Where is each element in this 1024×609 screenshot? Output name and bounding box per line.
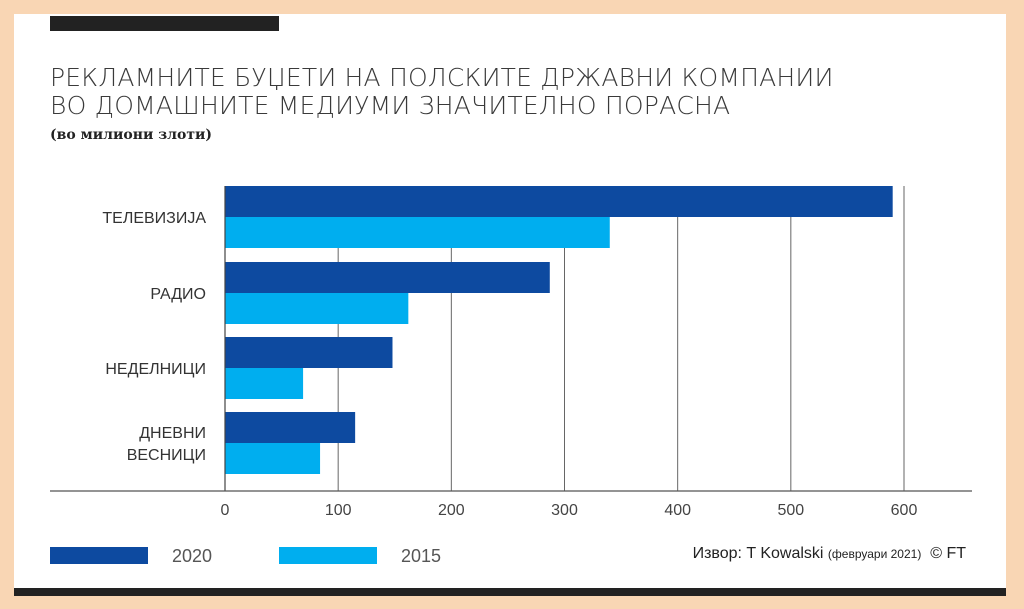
bar-2015 [225, 368, 304, 399]
legend-label-2020: 2020 [172, 546, 213, 566]
chart-subtitle: (во милиони злоти) [50, 127, 213, 143]
bar-2015 [225, 217, 610, 248]
category-label: ВЕСНИЦИ [127, 447, 206, 464]
chart-title: РЕКЛАМНИТЕ БУЏЕТИ НА ПОЛСКИТЕ ДРЖАВНИ КО… [50, 64, 950, 120]
chart-title-line-2: ВО ДОМАШНИТЕ МЕДИУМИ ЗНАЧИТЕЛНО ПОРАСНА [50, 91, 731, 120]
chart-title-line-1: РЕКЛАМНИТЕ БУЏЕТИ НА ПОЛСКИТЕ ДРЖАВНИ КО… [50, 63, 834, 92]
source-note: Извор: T Kowalski (февруари 2021) © FT [693, 545, 966, 563]
x-tick-label: 300 [551, 502, 578, 519]
footer-bar [14, 588, 1006, 596]
x-tick-label: 200 [438, 502, 465, 519]
x-tick-label: 400 [664, 502, 691, 519]
x-tick-label: 600 [891, 502, 918, 519]
category-label: НЕДЕЛНИЦИ [105, 361, 206, 378]
x-tick-label: 0 [221, 502, 230, 519]
bar-2020 [225, 337, 393, 368]
source-credit: © FT [930, 545, 966, 562]
category-label: ДНЕВНИ [139, 425, 206, 442]
x-tick-label: 100 [325, 502, 352, 519]
bar-2020 [225, 186, 893, 217]
x-tick-label: 500 [777, 502, 804, 519]
source-prefix: Извор: T Kowalski [692, 545, 824, 562]
bar-2015 [225, 443, 321, 474]
bar-2020 [225, 262, 550, 293]
legend-swatch-2015 [279, 547, 377, 564]
source-date: (февруари 2021) [827, 547, 922, 561]
category-label: ТЕЛЕВИЗИЈА [102, 210, 206, 227]
header-bar [50, 16, 279, 31]
chart-panel [14, 14, 1006, 588]
bar-2020 [225, 412, 356, 443]
legend-label-2015: 2015 [401, 546, 442, 566]
legend-swatch-2020 [50, 547, 148, 564]
category-label: РАДИО [150, 286, 206, 303]
bar-2015 [225, 293, 409, 324]
